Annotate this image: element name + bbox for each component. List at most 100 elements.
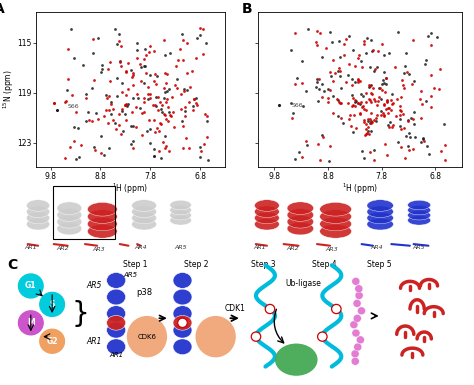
Text: G1: G1 — [25, 281, 36, 290]
Point — [161, 145, 168, 151]
Circle shape — [357, 307, 365, 315]
Point — [397, 122, 404, 129]
Point — [380, 112, 388, 118]
Circle shape — [352, 329, 360, 337]
Point — [89, 85, 96, 92]
Point — [397, 94, 405, 100]
Point — [389, 91, 396, 97]
Point — [196, 144, 204, 150]
Point — [328, 73, 335, 79]
Point — [61, 99, 69, 105]
Point — [406, 147, 413, 153]
Point — [75, 154, 83, 160]
Point — [374, 47, 382, 54]
Point — [397, 112, 404, 119]
Ellipse shape — [173, 315, 192, 330]
Circle shape — [251, 332, 261, 341]
Point — [334, 68, 342, 74]
Point — [333, 96, 341, 102]
Text: Step 1: Step 1 — [123, 260, 147, 269]
Point — [146, 72, 154, 78]
Text: AR1: AR1 — [253, 245, 266, 250]
Ellipse shape — [27, 206, 50, 218]
Point — [417, 139, 425, 145]
Point — [156, 99, 164, 105]
Point — [381, 89, 389, 95]
Ellipse shape — [107, 289, 126, 305]
Point — [418, 101, 426, 107]
Point — [402, 133, 410, 139]
Text: AR2: AR2 — [56, 246, 69, 251]
Point — [365, 84, 372, 90]
Point — [94, 35, 101, 41]
Point — [357, 99, 365, 105]
Point — [365, 128, 372, 134]
Point — [181, 113, 189, 119]
Ellipse shape — [173, 273, 192, 288]
Point — [410, 121, 418, 127]
Point — [117, 43, 124, 49]
Point — [163, 71, 170, 77]
Point — [336, 68, 343, 74]
Point — [396, 102, 403, 109]
Point — [400, 125, 408, 131]
Point — [82, 90, 90, 97]
Point — [150, 153, 158, 159]
Point — [352, 125, 360, 131]
Circle shape — [353, 300, 361, 307]
Point — [352, 97, 359, 104]
Point — [133, 104, 140, 110]
Ellipse shape — [255, 206, 279, 218]
Point — [360, 156, 368, 162]
Text: Ub-ligase: Ub-ligase — [285, 279, 321, 288]
Point — [343, 79, 350, 85]
Ellipse shape — [173, 289, 192, 305]
Point — [385, 124, 392, 130]
Point — [359, 93, 367, 99]
Point — [61, 154, 69, 161]
Circle shape — [332, 305, 341, 314]
Point — [290, 109, 297, 116]
Ellipse shape — [27, 218, 50, 230]
Point — [358, 104, 365, 110]
Point — [129, 72, 137, 78]
Point — [383, 106, 390, 112]
Point — [381, 69, 388, 75]
Point — [117, 59, 124, 65]
Point — [351, 63, 359, 69]
Point — [140, 56, 148, 62]
Point — [152, 81, 160, 87]
Point — [146, 117, 153, 123]
Point — [150, 79, 158, 85]
Point — [340, 41, 347, 47]
Point — [313, 42, 321, 49]
Point — [313, 76, 320, 82]
Point — [100, 152, 108, 158]
Point — [102, 92, 109, 98]
Point — [329, 92, 337, 99]
Point — [117, 131, 125, 137]
Circle shape — [355, 285, 363, 293]
X-axis label: $^1$H (ppm): $^1$H (ppm) — [342, 182, 378, 196]
Point — [203, 134, 211, 140]
Point — [149, 102, 157, 109]
Point — [145, 91, 152, 97]
Text: AR3: AR3 — [326, 247, 338, 252]
Point — [154, 124, 161, 131]
Point — [356, 52, 363, 59]
Ellipse shape — [367, 212, 393, 224]
Point — [367, 110, 375, 116]
Point — [104, 120, 111, 126]
Point — [383, 81, 390, 87]
Ellipse shape — [173, 322, 192, 338]
Point — [180, 123, 187, 129]
Ellipse shape — [255, 212, 279, 224]
Ellipse shape — [170, 211, 191, 220]
Point — [314, 141, 321, 147]
Point — [177, 106, 185, 112]
Point — [417, 115, 425, 121]
Ellipse shape — [367, 206, 393, 218]
Point — [319, 81, 326, 87]
Point — [371, 147, 378, 153]
Point — [203, 113, 211, 119]
